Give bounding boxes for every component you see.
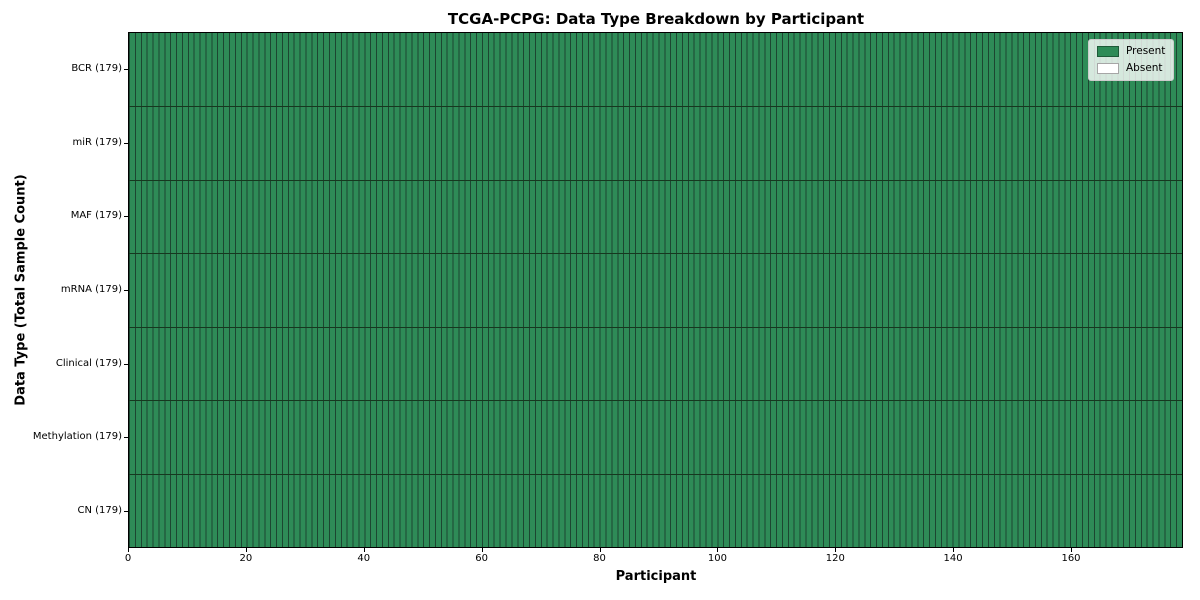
y-tick-label-mRNA: mRNA (179)	[60, 284, 122, 295]
y-tick-mark	[124, 143, 128, 144]
y-tick-label-Methylation: Methylation (179)	[32, 431, 122, 442]
legend-entry-absent: Absent	[1097, 63, 1165, 74]
legend-label-present: Present	[1126, 45, 1166, 57]
x-tick-label-160: 160	[1061, 553, 1081, 564]
chart-title: TCGA-PCPG: Data Type Breakdown by Partic…	[447, 10, 865, 28]
y-tick-mark	[124, 216, 128, 217]
plot-area: Present Absent	[128, 32, 1183, 548]
y-tick-label-CN: CN (179)	[77, 505, 122, 516]
heatmap-row-CN	[129, 473, 1182, 547]
legend-label-absent: Absent	[1126, 62, 1163, 74]
x-tick-label-80: 80	[593, 553, 606, 564]
y-tick-label-Clinical: Clinical (179)	[55, 358, 122, 369]
x-tick-label-0: 0	[124, 553, 132, 564]
heatmap-row-MAF	[129, 179, 1182, 253]
x-tick-mark	[717, 548, 719, 552]
x-tick-mark	[835, 548, 837, 552]
y-tick-mark	[124, 364, 128, 365]
y-tick-mark	[124, 511, 128, 512]
y-tick-mark	[124, 69, 128, 70]
x-tick-label-60: 60	[475, 553, 488, 564]
legend-entry-present: Present	[1097, 46, 1165, 57]
heatmap-row-mRNA	[129, 253, 1182, 326]
x-tick-label-100: 100	[707, 553, 727, 564]
y-tick-label-miR: miR (179)	[72, 137, 122, 148]
x-tick-mark	[245, 548, 247, 552]
y-tick-label-MAF: MAF (179)	[70, 210, 122, 221]
x-tick-label-120: 120	[825, 553, 845, 564]
x-tick-label-40: 40	[357, 553, 371, 564]
y-tick-mark	[124, 437, 128, 438]
x-axis-title: Participant	[615, 569, 697, 584]
x-tick-label-20: 20	[239, 553, 253, 564]
x-tick-mark	[953, 548, 955, 552]
x-tick-mark	[481, 548, 483, 552]
present-swatch	[1097, 46, 1119, 57]
heatmap-row-BCR	[129, 33, 1182, 106]
x-tick-mark	[128, 548, 129, 552]
heatmap-row-Clinical	[129, 326, 1182, 400]
heatmap-row-Methylation	[129, 400, 1182, 473]
x-tick-mark	[1071, 548, 1072, 552]
x-tick-mark	[363, 548, 365, 552]
legend: Present Absent	[1088, 39, 1175, 81]
x-tick-label-140: 140	[943, 553, 963, 564]
y-tick-label-BCR: BCR (179)	[71, 63, 122, 74]
absent-swatch	[1097, 63, 1119, 74]
heatmap-grid	[129, 33, 1182, 547]
x-tick-mark	[599, 548, 601, 552]
heatmap-row-miR	[129, 106, 1182, 179]
y-tick-mark	[124, 290, 128, 291]
